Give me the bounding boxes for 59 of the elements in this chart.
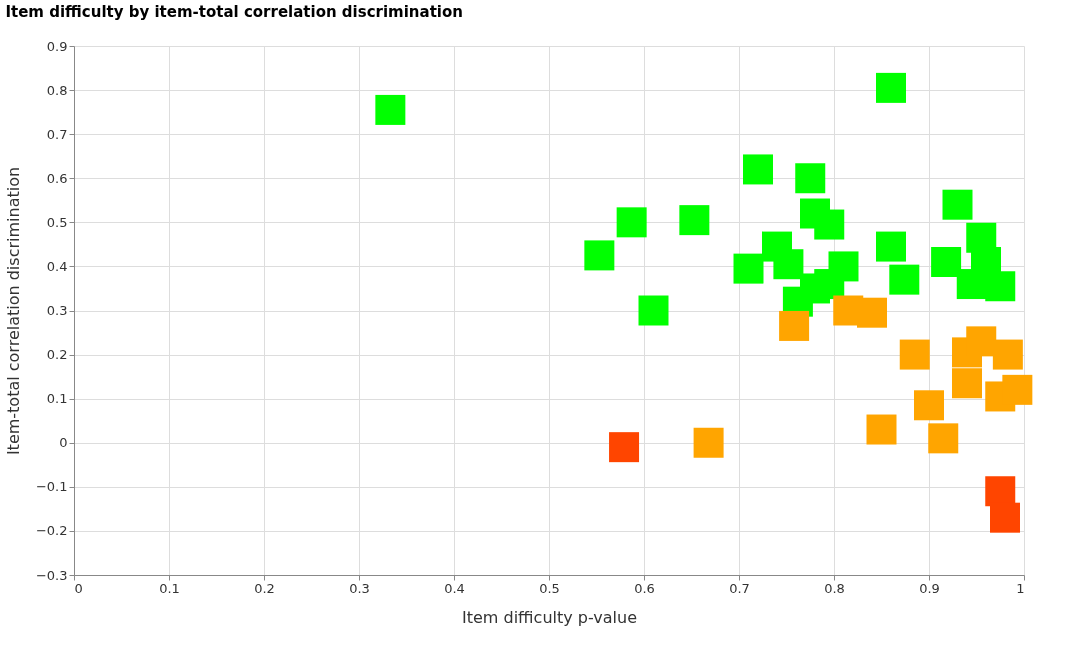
point [866, 414, 897, 445]
point [857, 297, 887, 328]
point [733, 253, 764, 284]
point [942, 189, 973, 220]
point [814, 209, 845, 240]
y-axis-title: Item-total correlation discrimination [3, 166, 23, 456]
point [990, 502, 1020, 533]
x-tick-label: 0.8 [824, 580, 845, 596]
point [814, 269, 845, 300]
point [743, 154, 773, 185]
x-tick-label: 0.1 [159, 580, 180, 596]
y-tick-label: 0.6 [46, 170, 68, 186]
point [584, 240, 615, 271]
point [985, 271, 1016, 302]
point [638, 295, 669, 326]
point [609, 432, 640, 463]
point [679, 205, 710, 236]
x-axis-title: Item difficulty p-value [462, 607, 637, 627]
point [375, 94, 406, 125]
y-tick-label: 0.3 [46, 303, 68, 318]
y-tick-label: 0.9 [46, 38, 68, 54]
point [985, 476, 1016, 507]
y-tick-label: 0.5 [46, 214, 68, 230]
point [876, 72, 906, 103]
x-tick-label: 0.5 [539, 580, 560, 596]
y-tick-label: 0.1 [46, 391, 68, 407]
point [952, 368, 982, 399]
point [899, 339, 930, 370]
point [956, 269, 987, 300]
x-tick-label: 0.3 [349, 580, 370, 596]
y-tick-label: 0.4 [46, 258, 68, 274]
point [966, 326, 997, 357]
point [876, 231, 906, 262]
y-tick-label: −0.1 [35, 479, 68, 495]
x-tick-label: 0.2 [254, 580, 275, 596]
x-tick-label: 0.9 [919, 580, 940, 596]
y-tick-label: 0.7 [46, 126, 68, 142]
point [914, 390, 944, 421]
point [931, 247, 962, 278]
x-tick-label: 1 [1016, 580, 1025, 596]
point [1002, 374, 1033, 405]
point [693, 427, 724, 458]
point [779, 310, 810, 341]
chart-title: Item difficulty by item-total correlation discrimination [5, 3, 463, 21]
x-tick-label: 0 [74, 580, 83, 596]
y-tick-label: −0.3 [35, 567, 68, 583]
x-tick-label: 0.7 [729, 580, 750, 596]
x-tick-label: 0.4 [444, 580, 465, 596]
point [795, 163, 826, 194]
point [992, 339, 1023, 370]
x-tick-label: 0.6 [634, 580, 655, 596]
point [616, 207, 647, 238]
y-tick-label: 0 [59, 435, 68, 451]
y-tick-label: 0.8 [46, 82, 68, 98]
point [928, 423, 959, 454]
y-tick-label: −0.2 [35, 523, 68, 539]
point [889, 264, 920, 295]
point [773, 249, 804, 280]
y-tick-label: 0.2 [46, 347, 68, 363]
